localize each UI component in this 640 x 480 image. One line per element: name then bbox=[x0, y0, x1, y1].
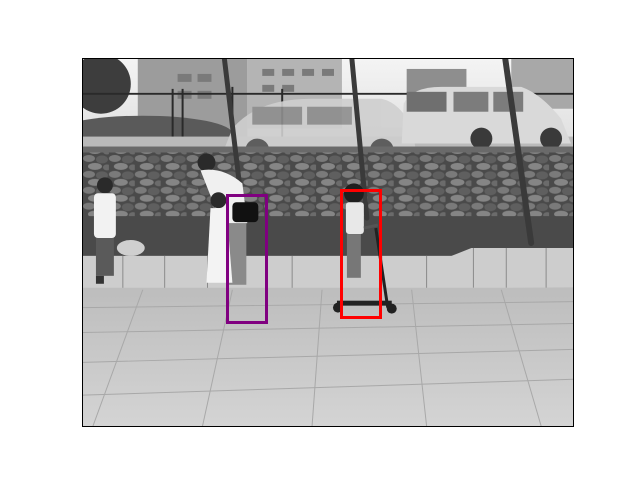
boy-standing-left bbox=[93, 177, 116, 284]
small-girl-in-white-dress bbox=[206, 192, 233, 283]
parked-suv bbox=[401, 86, 572, 150]
image-frame bbox=[82, 58, 574, 427]
curb bbox=[83, 247, 573, 290]
detection-box-child-on-scooter bbox=[340, 189, 382, 319]
detection-box-adult-with-bag bbox=[226, 194, 268, 324]
stone-wall bbox=[83, 150, 573, 219]
paving-lines bbox=[83, 289, 573, 426]
paved-plaza bbox=[83, 287, 573, 426]
bag-on-ledge bbox=[116, 240, 145, 256]
photo-scene bbox=[83, 59, 573, 426]
